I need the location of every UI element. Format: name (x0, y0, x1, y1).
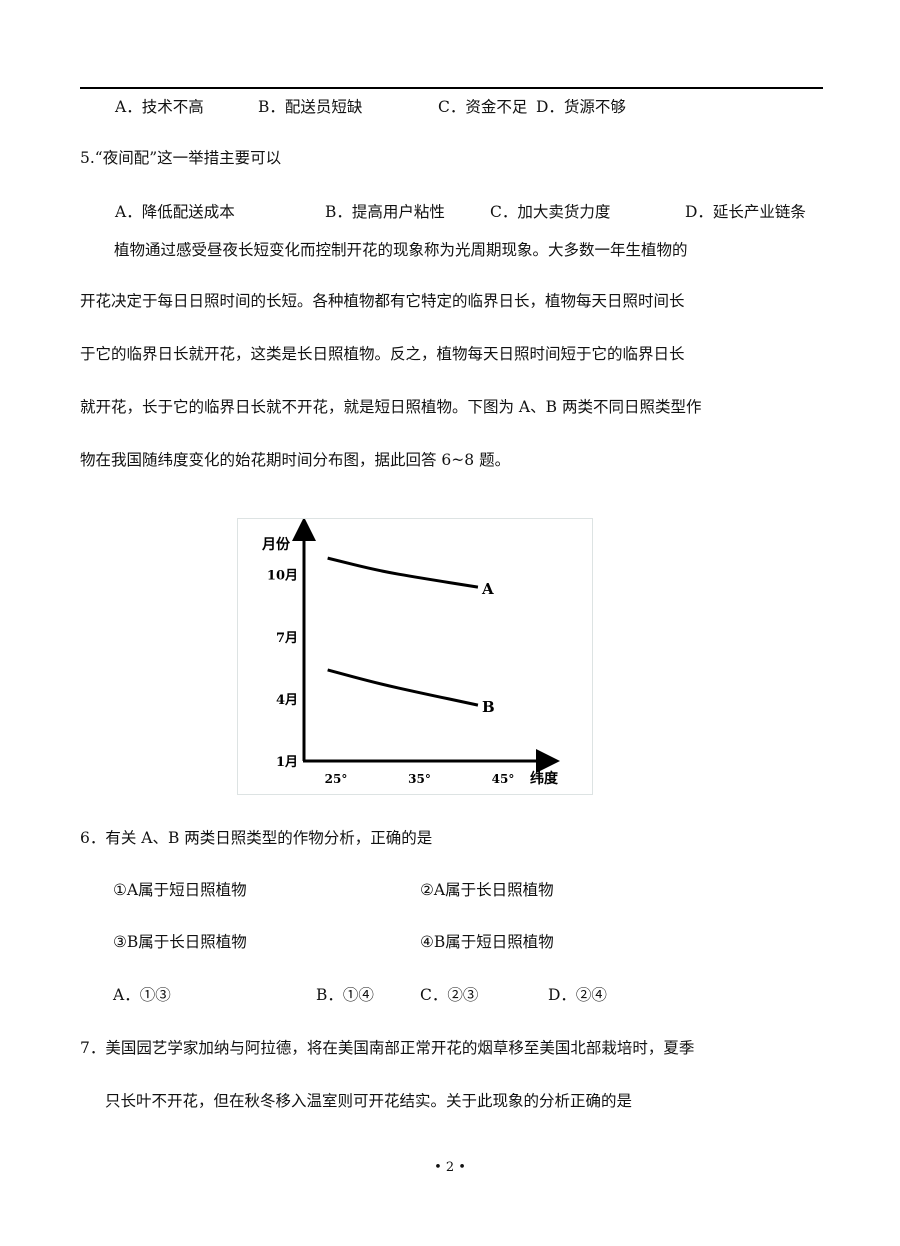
q5-option-a: A．降低配送成本 (115, 203, 235, 221)
y-tick-label: 10月 (267, 569, 298, 584)
q6-option-a: A．①③ (113, 986, 171, 1004)
series-line-B (327, 668, 479, 707)
y-tick-label: 7月 (276, 631, 298, 646)
q6-option-d: D．②④ (548, 986, 607, 1004)
passage-line: 于它的临界日长就开花，这类是长日照植物。反之，植物每天日照时间短于它的临界日长 (80, 345, 685, 363)
chart-svg: 月份 纬度 1月 4月 7月 10月 25° 35° 45° A B (261, 517, 560, 787)
y-axis-label: 月份 (261, 536, 291, 553)
q4-option-a: A．技术不高 (115, 98, 204, 116)
series-label-A: A (481, 580, 494, 598)
series-label-B: B (482, 698, 495, 716)
q5-stem: 5.“夜间配”这一举措主要可以 (80, 149, 282, 167)
q4-option-b: B．配送员短缺 (258, 98, 363, 116)
q7-stem-line: 只长叶不开花，但在秋冬移入温室则可开花结实。关于此现象的分析正确的是 (105, 1092, 633, 1110)
x-tick-label: 35° (408, 772, 431, 786)
x-tick-label: 25° (325, 772, 348, 786)
q5-option-d: D．延长产业链条 (685, 203, 806, 221)
q6-stem: 6．有关 A、B 两类日照类型的作物分析，正确的是 (80, 829, 433, 847)
q6-statement-2: ②A属于长日照植物 (420, 881, 554, 899)
q6-statement-1: ①A属于短日照植物 (113, 881, 247, 899)
y-tick-label: 1月 (276, 755, 298, 770)
passage-line: 就开花，长于它的临界日长就不开花，就是短日照植物。下图为 A、B 两类不同日照类… (80, 398, 702, 416)
x-tick-label: 45° (492, 772, 515, 786)
passage-line: 物在我国随纬度变化的始花期时间分布图，据此回答 6~8 题。 (80, 451, 511, 469)
flowering-chart: 月份 纬度 1月 4月 7月 10月 25° 35° 45° A B (237, 517, 593, 795)
q5-option-c: C．加大卖货力度 (490, 203, 611, 221)
q6-statement-4: ④B属于短日照植物 (420, 933, 554, 951)
q6-statement-3: ③B属于长日照植物 (113, 933, 247, 951)
series-line-A (327, 556, 479, 589)
q6-option-c: C．②③ (420, 986, 479, 1004)
q6-option-b: B．①④ (316, 986, 374, 1004)
x-axis-label: 纬度 (530, 770, 559, 787)
passage-line: 植物通过感受昼夜长短变化而控制开花的现象称为光周期现象。大多数一年生植物的 (114, 241, 688, 259)
q7-stem-line: 7．美国园艺学家加纳与阿拉德，将在美国南部正常开花的烟草移至美国北部栽培时，夏季 (80, 1039, 695, 1057)
y-tick-label: 4月 (276, 693, 298, 708)
q5-option-b: B．提高用户粘性 (325, 203, 445, 221)
q4-option-c: C．资金不足 (438, 98, 528, 116)
q4-option-d: D．货源不够 (536, 98, 626, 116)
page-number: • 2 • (434, 1160, 466, 1175)
header-rule (80, 87, 823, 89)
passage-line: 开花决定于每日日照时间的长短。各种植物都有它特定的临界日长，植物每天日照时间长 (80, 292, 685, 310)
